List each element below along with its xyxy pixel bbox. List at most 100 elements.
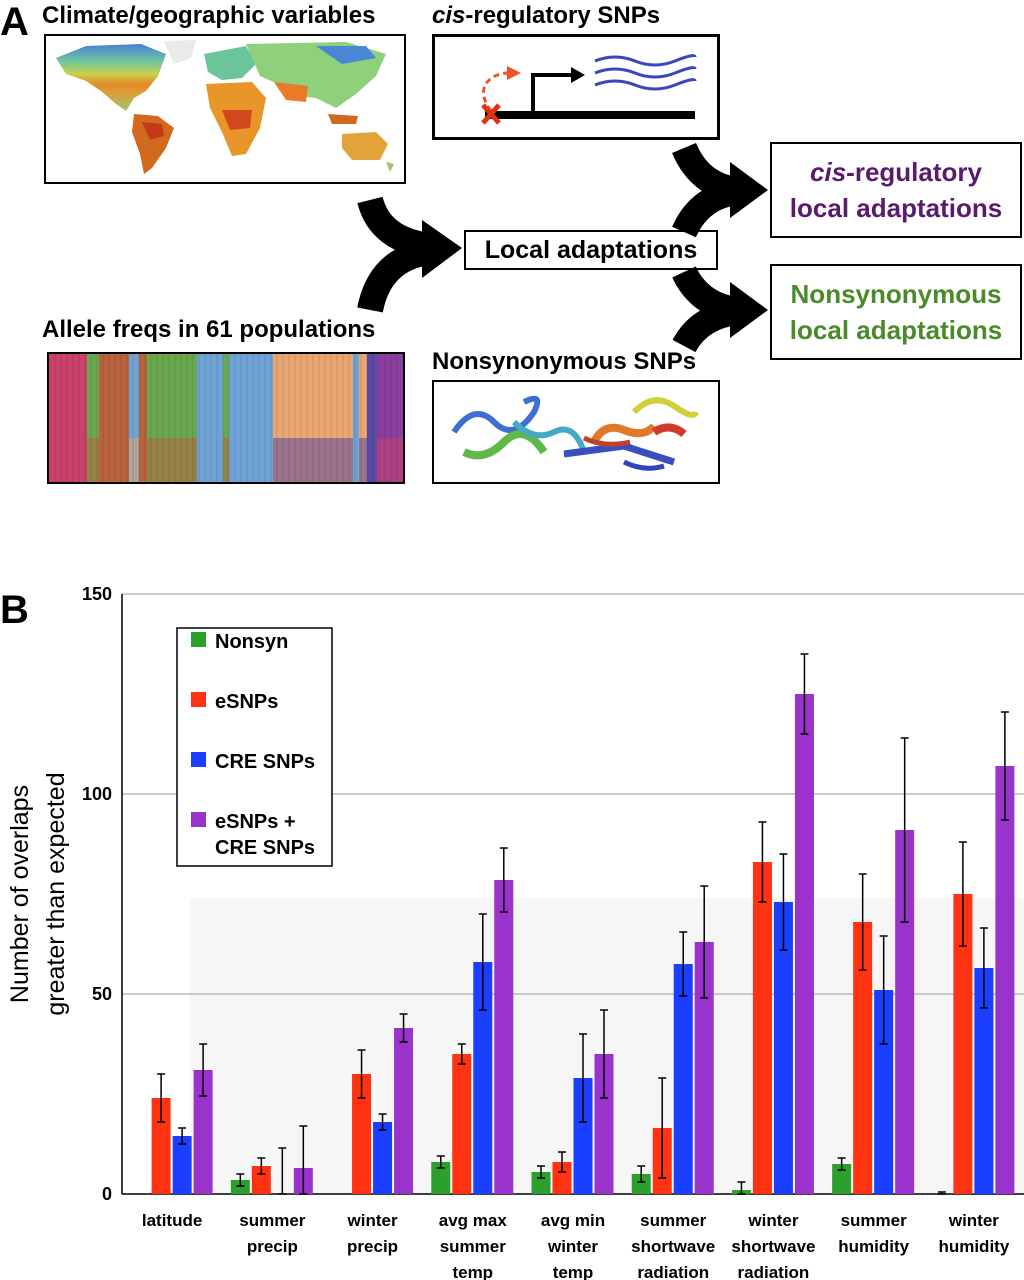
population-admixture-band xyxy=(359,438,367,482)
bar-cre-snps xyxy=(673,964,693,1194)
bar-esnps xyxy=(552,1162,572,1194)
local-adaptations-text: Local adaptations xyxy=(484,236,698,264)
population-admixture-band xyxy=(87,438,99,482)
x-tick-label: winter xyxy=(948,1211,999,1230)
panel-a-letter: A xyxy=(0,0,29,44)
bar-esnps-cre-snps xyxy=(193,1070,213,1194)
bar-cre-snps xyxy=(373,1122,393,1194)
x-tick-label: latitude xyxy=(142,1211,202,1230)
x-tick-label: temp xyxy=(553,1263,594,1280)
bar-nonsyn xyxy=(832,1164,852,1194)
legend-swatch xyxy=(191,812,206,827)
bar-esnps xyxy=(853,922,873,1194)
x-tick-label: radiation xyxy=(637,1263,709,1280)
legend-label: CRE SNPs xyxy=(215,837,315,859)
bar-esnps xyxy=(452,1054,472,1194)
bar-nonsyn xyxy=(230,1180,250,1194)
bar-esnps xyxy=(151,1098,171,1194)
x-tick-label: summer xyxy=(440,1237,507,1256)
legend-swatch xyxy=(191,632,206,647)
bar-nonsyn xyxy=(531,1172,551,1194)
population-stripe xyxy=(49,354,87,482)
cis-arrowhead-icon xyxy=(730,162,768,218)
population-stripe xyxy=(229,354,273,482)
x-tick-label: radiation xyxy=(738,1263,810,1280)
bar-cre-snps xyxy=(172,1136,192,1194)
bar-esnps-cre-snps xyxy=(494,880,514,1194)
nonsyn-outcome-line2: local adaptations xyxy=(789,315,1003,345)
nonsyn-arrowhead-icon xyxy=(730,282,768,338)
merge-arrowhead-icon xyxy=(422,220,462,278)
nonsyn-outcome-line1: Nonsynonymous xyxy=(790,279,1002,309)
population-stripe xyxy=(197,354,223,482)
protein-ribbon-sketch xyxy=(451,395,699,471)
bar-esnps-cre-snps xyxy=(895,830,915,1194)
transcript-wave-2 xyxy=(594,66,697,79)
cis-regulatory-diagram xyxy=(432,34,720,140)
cis-snp-label-rest: -regulatory SNPs xyxy=(465,2,661,29)
climate-variables-label: Climate/geographic variables xyxy=(42,2,376,29)
local-adaptations-box: Local adaptations xyxy=(464,230,718,270)
gene-regulation-sketch xyxy=(481,54,697,125)
bar-esnps xyxy=(953,894,973,1194)
population-stripe xyxy=(359,354,367,482)
y-axis-title: greater than expected xyxy=(42,772,70,1015)
arrow-from-nonsyn-snps xyxy=(672,299,740,353)
x-tick-label: shortwave xyxy=(731,1237,815,1256)
y-axis-title: Number of overlaps xyxy=(6,785,34,1003)
allele-frequency-bars xyxy=(49,354,403,482)
x-tick-label: winter xyxy=(547,1237,598,1256)
arrow-from-local-to-cis xyxy=(672,179,740,238)
legend-label: eSNPs + xyxy=(215,811,296,833)
snp-x-icon xyxy=(481,103,501,125)
bar-esnps-cre-snps xyxy=(995,766,1015,1194)
arrow-from-alleles xyxy=(357,239,433,313)
bar-esnps-cre-snps xyxy=(394,1028,414,1194)
population-stripe xyxy=(99,354,129,482)
bar-cre-snps xyxy=(874,990,894,1194)
cis-italic-text: cis xyxy=(432,2,466,29)
cis-outcome-italic: cis xyxy=(810,157,847,187)
bar-nonsyn xyxy=(431,1162,451,1194)
arrow-from-climate xyxy=(357,196,432,259)
x-tick-label: humidity xyxy=(938,1237,1009,1256)
bar-esnps-cre-snps xyxy=(594,1054,614,1194)
transcript-wave-3 xyxy=(594,78,697,91)
legend-label: eSNPs xyxy=(215,691,278,713)
protein-structure-image xyxy=(432,380,720,484)
x-tick-label: precip xyxy=(247,1237,298,1256)
bar-esnps-cre-snps xyxy=(694,942,714,1194)
x-tick-label: summer xyxy=(841,1211,908,1230)
population-admixture-band xyxy=(129,438,139,482)
transcription-start-arrow xyxy=(531,73,573,111)
x-tick-label: avg min xyxy=(541,1211,605,1230)
panel-b-letter: B xyxy=(0,588,29,632)
population-stripe xyxy=(367,354,377,482)
legend-swatch xyxy=(191,692,206,707)
nonsynonymous-outcome-box: Nonsynonymous local adaptations xyxy=(770,264,1022,360)
population-stripe xyxy=(139,354,147,482)
climate-map xyxy=(44,34,406,184)
cis-outcome-line1: cis-regulatory xyxy=(772,154,1020,190)
y-tick-label: 150 xyxy=(82,584,112,604)
population-admixture-band xyxy=(377,438,403,482)
transcript-wave-1 xyxy=(594,54,697,67)
y-tick-label: 0 xyxy=(102,1184,112,1204)
bar-cre-snps xyxy=(573,1078,593,1194)
x-tick-label: summer xyxy=(640,1211,707,1230)
x-tick-label: shortwave xyxy=(631,1237,715,1256)
legend-swatch xyxy=(191,752,206,767)
population-admixture-band xyxy=(223,438,229,482)
arrowhead-icon xyxy=(571,67,585,83)
gene-body xyxy=(485,111,695,119)
bar-esnps xyxy=(352,1074,372,1194)
population-stripe xyxy=(129,354,139,482)
x-tick-label: humidity xyxy=(838,1237,909,1256)
bar-esnps-cre-snps xyxy=(794,694,814,1194)
cis-regulatory-snps-label: cis-regulatory SNPs xyxy=(432,4,660,28)
x-tick-label: temp xyxy=(452,1263,493,1280)
population-admixture-band xyxy=(273,438,353,482)
legend-label: Nonsyn xyxy=(215,631,288,653)
x-tick-label: avg max xyxy=(439,1211,508,1230)
population-structure-plot xyxy=(47,352,405,484)
